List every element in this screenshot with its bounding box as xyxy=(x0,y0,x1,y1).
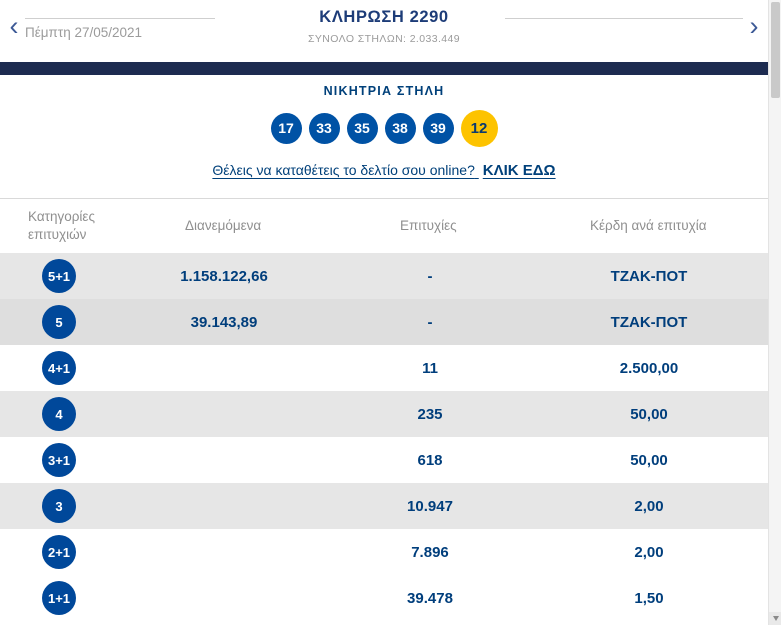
scrollbar[interactable] xyxy=(768,0,781,625)
table-row: 5 39.143,89 - ΤΖΑΚ-ΠΟΤ xyxy=(0,299,768,345)
prize-value: ΤΖΑΚ-ΠΟΤ xyxy=(610,313,688,331)
table-row: 3 10.947 2,00 xyxy=(0,483,768,529)
prize-value: 2,00 xyxy=(634,543,664,561)
category-badge: 4 xyxy=(42,397,76,431)
table-row: 4+1 11 2.500,00 xyxy=(0,345,768,391)
col-header-winners: Επιτυχίες xyxy=(400,217,457,233)
winners-value: 39.478 xyxy=(407,589,453,607)
prize-value: 50,00 xyxy=(630,405,668,423)
category-badge: 5 xyxy=(42,305,76,339)
results-table: Κατηγορίες επιτυχιών Διανεμόμενα Επιτυχί… xyxy=(0,198,768,621)
table-row: 1+1 39.478 1,50 xyxy=(0,575,768,621)
category-badge: 3+1 xyxy=(42,443,76,477)
joker-number-ball: 12 xyxy=(460,109,498,147)
separator-bar xyxy=(0,62,768,75)
winners-value: - xyxy=(427,313,433,331)
winning-number-ball: 17 xyxy=(270,112,302,144)
results-header-row: Κατηγορίες επιτυχιών Διανεμόμενα Επιτυχί… xyxy=(0,199,768,253)
distributed-value: 1.158.122,66 xyxy=(180,267,268,285)
next-draw-button[interactable]: › xyxy=(743,9,765,43)
winning-number-ball: 35 xyxy=(346,112,378,144)
prize-value: ΤΖΑΚ-ΠΟΤ xyxy=(610,267,688,285)
category-badge: 2+1 xyxy=(42,535,76,569)
chevron-left-icon: ‹ xyxy=(9,11,19,41)
chevron-right-icon: › xyxy=(749,11,759,41)
winners-value: 11 xyxy=(422,359,438,377)
scrollbar-down-button[interactable] xyxy=(769,612,781,625)
col-header-categories: Κατηγορίες επιτυχιών xyxy=(28,208,95,242)
winning-number-ball: 33 xyxy=(308,112,340,144)
winners-value: 618 xyxy=(417,451,443,469)
winners-value: 10.947 xyxy=(407,497,453,515)
category-badge: 1+1 xyxy=(42,581,76,615)
prev-draw-button[interactable]: ‹ xyxy=(3,9,25,43)
total-columns-label: ΣΥΝΟΛΟ ΣΤΗΛΩΝ: 2.033.449 xyxy=(307,33,461,45)
header-rule-left xyxy=(25,18,215,19)
table-row: 5+1 1.158.122,66 - ΤΖΑΚ-ΠΟΤ xyxy=(0,253,768,299)
col-header-distributed: Διανεμόμενα xyxy=(185,217,262,233)
header-rule-right xyxy=(505,18,743,19)
table-row: 3+1 618 50,00 xyxy=(0,437,768,483)
draw-title: ΚΛΗΡΩΣΗ 2290 xyxy=(319,8,449,26)
table-row: 4 235 50,00 xyxy=(0,391,768,437)
cta-click-here: ΚΛΙΚ ΕΔΩ xyxy=(482,162,556,179)
scrollbar-thumb[interactable] xyxy=(771,2,780,98)
winning-number-ball: 39 xyxy=(422,112,454,144)
category-badge: 5+1 xyxy=(42,259,76,293)
draw-title-block: ΚΛΗΡΩΣΗ 2290 ΣΥΝΟΛΟ ΣΤΗΛΩΝ: 2.033.449 xyxy=(308,8,460,45)
winning-column-section: ΝΙΚΗΤΡΙΑ ΣΤΗΛΗ 17 33 35 38 39 12 Θέλεις … xyxy=(0,75,768,198)
prize-value: 2,00 xyxy=(634,497,664,515)
winning-column-title: ΝΙΚΗΤΡΙΑ ΣΤΗΛΗ xyxy=(323,84,445,98)
winning-numbers: 17 33 35 38 39 12 xyxy=(0,109,768,147)
scroll-down-icon xyxy=(772,616,779,621)
col-header-prize: Κέρδη ανά επιτυχία xyxy=(590,217,707,233)
category-badge: 3 xyxy=(42,489,76,523)
prize-value: 1,50 xyxy=(634,589,664,607)
prize-value: 2.500,00 xyxy=(619,359,679,377)
category-badge: 4+1 xyxy=(42,351,76,385)
draw-date: Πέμπτη 27/05/2021 xyxy=(25,25,143,40)
winners-value: 7.896 xyxy=(411,543,449,561)
draw-header: ‹ Πέμπτη 27/05/2021 ΚΛΗΡΩΣΗ 2290 ΣΥΝΟΛΟ … xyxy=(0,0,768,62)
cta-text: Θέλεις να καταθέτεις το δελτίο σου onlin… xyxy=(212,162,475,178)
prize-value: 50,00 xyxy=(630,451,668,469)
winning-number-ball: 38 xyxy=(384,112,416,144)
online-submit-link[interactable]: Θέλεις να καταθέτεις το δελτίο σου onlin… xyxy=(212,162,555,179)
winners-value: 235 xyxy=(417,405,443,423)
winners-value: - xyxy=(427,267,433,285)
distributed-value: 39.143,89 xyxy=(190,313,258,331)
table-row: 2+1 7.896 2,00 xyxy=(0,529,768,575)
